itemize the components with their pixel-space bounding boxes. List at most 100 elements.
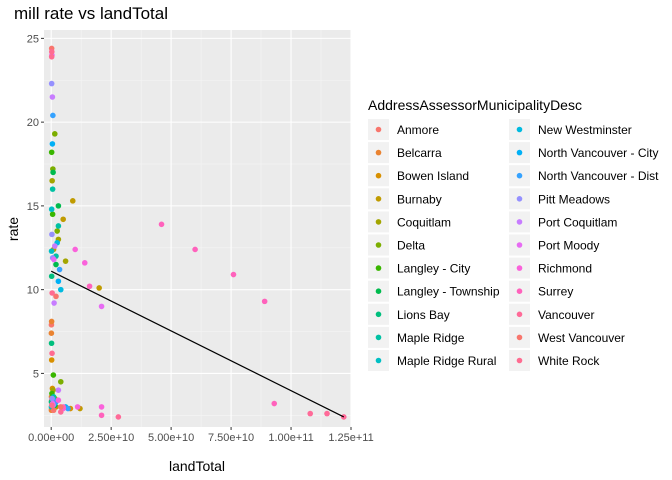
data-point [72,246,78,253]
data-point [307,410,314,417]
legend-swatch [375,311,382,318]
legend-label: Maple Ridge Rural [397,354,496,368]
data-point [48,273,55,280]
legend-swatch [516,219,523,225]
legend-label: North Vancouver - Dist [538,169,659,183]
legend-label: Belcarra [397,146,442,160]
chart-title: mill rate vs landTotal [14,4,168,23]
trend-line-group [50,270,345,418]
plot-panel [44,30,351,427]
minor-gridlines [44,30,351,427]
y-tick-label: 10 [27,285,39,297]
data-point [50,112,56,119]
data-point [57,404,64,410]
legend-swatch [375,357,382,364]
data-point [48,80,55,87]
legend-swatch [516,196,523,202]
data-point [51,131,58,137]
data-point [74,404,81,410]
legend-label: Delta [397,239,425,253]
data-point [48,48,55,55]
data-point [53,261,59,268]
legend-title: AddressAssessorMunicipalityDesc [368,97,582,113]
data-point [261,298,268,305]
legend: Anmore Belcarra Bowen Island Burnaby Coquitl… [368,119,659,371]
data-point [230,271,237,278]
legend-label: North Vancouver - City [538,146,659,160]
legend-label: White Rock [538,354,600,368]
legend-swatch [375,196,382,202]
legend-swatch [516,288,523,295]
data-point [57,286,64,293]
data-point [86,283,93,290]
data-point [55,387,62,393]
legend-label: West Vancouver [538,331,625,345]
legend-swatch [516,126,523,133]
data-point [98,412,105,419]
legend-label: Port Moody [538,239,599,253]
data-point [49,177,55,184]
data-point [57,409,64,415]
data-point [65,405,71,412]
legend-label: New Westminster [538,123,632,137]
legend-swatch [516,242,523,248]
y-axis-title: rate [5,217,21,241]
x-tick-label: 7.50e+10 [208,432,254,444]
legend-label: Maple Ridge [397,331,465,345]
data-point [55,223,62,229]
legend-label: Surrey [538,285,573,299]
data-point [49,94,56,100]
data-point [49,141,56,147]
data-point [48,54,55,60]
legend-swatch [516,265,523,271]
data-point [49,231,55,238]
y-tick-label: 5 [33,368,39,380]
data-point [50,372,57,378]
data-point [51,300,57,306]
x-tick-label: 2.50e+10 [88,432,134,444]
data-point [56,266,63,273]
legend-label: Langley - Township [397,285,500,299]
legend-swatch [516,334,523,341]
legend-label: Pitt Meadows [538,192,610,206]
data-point [49,290,55,296]
legend-label: Burnaby [397,192,442,206]
x-axis-ticks: 0.00e+00 2.50e+10 5.00e+10 7.50e+10 1.00e+11… [28,427,374,444]
x-tick-label: 1.25e+11 [328,432,373,444]
data-point [54,228,60,234]
data-point [81,260,88,266]
data-point [50,407,57,414]
data-point [51,256,57,263]
legend-label: Bowen Island [397,169,469,183]
data-point [192,246,198,253]
data-point [55,397,62,403]
y-tick-label: 15 [27,201,39,213]
data-point [158,221,165,228]
data-point [49,350,55,357]
data-point [48,149,55,156]
data-point [60,216,66,223]
legend-swatch [516,311,523,318]
data-point [115,414,122,420]
data-point [51,243,58,249]
legend-swatch [375,126,382,133]
legend-swatch [516,149,523,156]
data-point [48,357,55,363]
data-point [49,186,56,192]
legend-swatch [375,288,382,295]
y-axis-ticks: 5 10 15 20 25 [27,33,44,380]
y-tick-label: 20 [27,117,39,129]
data-point [271,400,278,407]
data-point [49,402,55,409]
data-point [53,293,59,300]
y-tick-label: 25 [27,33,39,45]
legend-swatch [375,219,382,225]
x-tick-label: 5.00e+10 [148,432,194,444]
legend-label: Vancouver [538,308,594,322]
legend-swatch [516,357,523,364]
data-point [48,248,55,254]
data-point [55,278,62,285]
data-points [48,45,347,420]
legend-label: Coquitlam [397,215,451,229]
legend-label: Lions Bay [397,308,450,322]
